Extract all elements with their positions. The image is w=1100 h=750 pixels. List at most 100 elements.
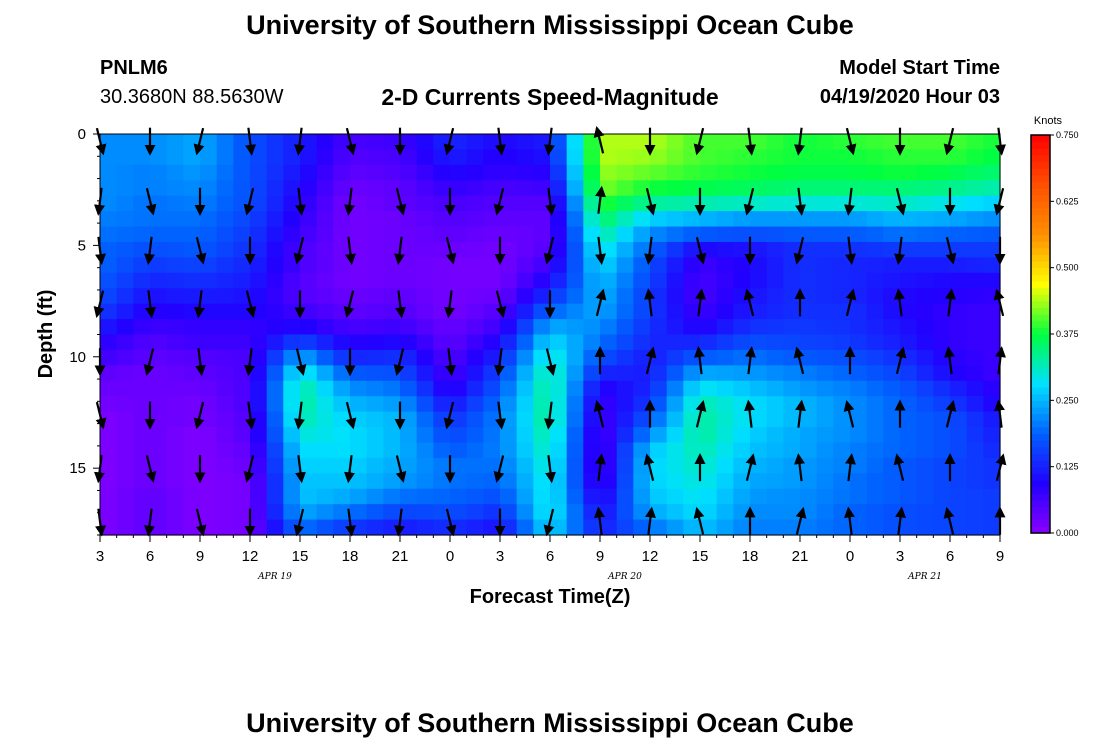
heatmap-cell (750, 164, 768, 181)
heatmap-cell (833, 164, 851, 181)
heatmap-cell (933, 380, 951, 397)
heatmap-cell (466, 211, 484, 228)
heatmap-cell (466, 319, 484, 336)
heatmap-cell (900, 380, 918, 397)
heatmap-cell (816, 380, 834, 397)
heatmap-cell (783, 226, 801, 243)
heatmap-cell (833, 473, 851, 490)
heatmap-cell (750, 226, 768, 243)
current-arrow (794, 453, 805, 482)
heatmap-cell (600, 272, 618, 289)
heatmap-cell (316, 519, 334, 536)
heatmap-cell (216, 365, 234, 382)
heatmap-cell (600, 380, 618, 397)
heatmap-cell (783, 504, 801, 521)
heatmap-cell (666, 211, 684, 228)
heatmap-cell (500, 257, 518, 274)
heatmap-cell (100, 519, 118, 536)
heatmap-cell (583, 349, 601, 366)
heatmap-cell (916, 457, 934, 474)
colorbar-segment (1031, 234, 1050, 242)
heatmap-cell (550, 488, 568, 505)
heatmap-cell (816, 149, 834, 166)
heatmap-cell (616, 288, 634, 305)
colorbar-segment (1031, 433, 1050, 441)
heatmap-cell (116, 442, 134, 459)
colorbar-segment (1031, 327, 1050, 335)
current-arrow (345, 127, 357, 156)
heatmap-cell (450, 319, 468, 336)
current-arrow (645, 187, 657, 216)
heatmap-cell (550, 411, 568, 428)
heatmap-cell (166, 257, 184, 274)
heatmap-cell (100, 504, 118, 521)
heatmap-cell (100, 442, 118, 459)
heatmap-cell (200, 349, 218, 366)
heatmap-cell (950, 149, 968, 166)
heatmap-cell (200, 164, 218, 181)
heatmap-cell (316, 380, 334, 397)
heatmap-cell (550, 180, 568, 197)
heatmap-cell (566, 226, 584, 243)
heatmap-cell (433, 319, 451, 336)
heatmap-cell (883, 504, 901, 521)
heatmap-cell (583, 457, 601, 474)
heatmap-cell (183, 504, 201, 521)
colorbar-segment (1031, 280, 1050, 289)
heatmap-cell (300, 257, 318, 274)
heatmap-cell (133, 488, 151, 505)
x-tick-label: 9 (196, 548, 204, 565)
current-arrow (245, 127, 256, 156)
heatmap-cell (233, 411, 251, 428)
heatmap-cell (433, 504, 451, 521)
heatmap-cell (550, 257, 568, 274)
heatmap-cell (150, 134, 168, 151)
heatmap-cell (183, 164, 201, 181)
heatmap-cell (266, 288, 284, 305)
heatmap-cell (200, 411, 218, 428)
heatmap-cell (683, 411, 701, 428)
heatmap-cell (283, 195, 301, 212)
x-tick-label: 12 (242, 548, 259, 565)
heatmap-cell (916, 442, 934, 459)
heatmap-cell (283, 457, 301, 474)
heatmap-cell (533, 226, 551, 243)
colorbar-segment (1031, 300, 1050, 309)
heatmap-cell (933, 211, 951, 228)
heatmap-cell (450, 211, 468, 228)
heatmap-cell (616, 149, 634, 166)
heatmap-cell (550, 349, 568, 366)
heatmap-cell (400, 349, 418, 366)
heatmap-cell (250, 334, 268, 351)
heatmap-cell (833, 272, 851, 289)
heatmap-cell (716, 226, 734, 243)
heatmap-cell (866, 303, 884, 320)
heatmap-cell (416, 272, 434, 289)
heatmap-cell (683, 365, 701, 382)
heatmap-cell (566, 211, 584, 228)
heatmap-cell (466, 241, 484, 258)
heatmap-cell (283, 473, 301, 490)
heatmap-cell (266, 380, 284, 397)
heatmap-cell (900, 504, 918, 521)
heatmap-cell (166, 134, 184, 151)
heatmap-cell (566, 380, 584, 397)
heatmap-cell (383, 380, 401, 397)
heatmap-cell (633, 241, 651, 258)
heatmap-cell (916, 504, 934, 521)
heatmap-cell (133, 164, 151, 181)
heatmap-cell (750, 211, 768, 228)
heatmap-cell (400, 149, 418, 166)
heatmap-cell (983, 226, 1001, 243)
heatmap-cell (333, 504, 351, 521)
colorbar-segment (1031, 307, 1050, 315)
station-id: PNLM6 (100, 57, 168, 79)
heatmap-cell (200, 288, 218, 305)
heatmap-cell (883, 427, 901, 444)
heatmap-cell (783, 180, 801, 197)
heatmap-cell (750, 134, 768, 151)
heatmap-cell (116, 272, 134, 289)
heatmap-cell (116, 365, 134, 382)
heatmap-cell (183, 288, 201, 305)
x-tick-label: 3 (96, 548, 104, 565)
